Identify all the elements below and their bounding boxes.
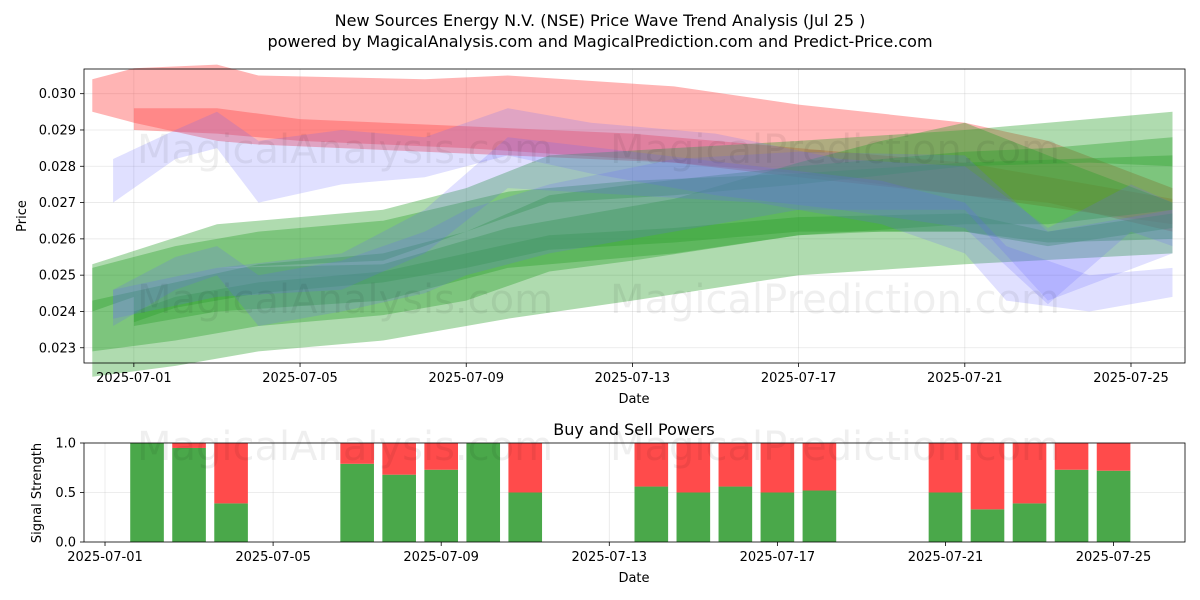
sell-bar-2025-07-22 — [970, 443, 1005, 510]
signal-x-tick-label-6: 2025-07-25 — [1076, 550, 1152, 565]
sell-bar-2025-07-08 — [382, 443, 416, 475]
signal-x-tick-label-1: 2025-07-05 — [235, 550, 311, 565]
price-y-label: Price — [15, 200, 30, 232]
signal-x-tick-label-2: 2025-07-09 — [403, 550, 479, 565]
buy-bar-2025-07-02 — [130, 443, 164, 542]
price-y-tick-label-1: 0.024 — [39, 305, 76, 320]
sell-bar-2025-07-11 — [508, 443, 543, 493]
chart-subtitle: powered by MagicalAnalysis.com and Magic… — [267, 32, 932, 51]
price-x-label: Date — [618, 392, 649, 407]
price-x-ticks: 2025-07-01 2025-07-05 2025-07-09 2025-07-13… — [96, 363, 1169, 386]
signal-title: Buy and Sell Powers — [553, 420, 715, 439]
sell-bar-2025-07-14 — [634, 443, 669, 487]
sell-bar-2025-07-18 — [802, 443, 837, 491]
signal-y-tick-label-0: 0.0 — [55, 536, 76, 551]
watermark-prediction-top: MagicalPrediction.com — [610, 127, 1060, 173]
price-y-ticks: 0.023 0.024 0.025 0.026 0.027 0.028 0.029 0.030 — [39, 87, 84, 356]
price-x-tick-label-0: 2025-07-01 — [96, 371, 172, 386]
price-bands — [92, 64, 1173, 377]
price-y-tick-label-3: 0.026 — [39, 232, 76, 247]
watermark-analysis-bottom: MagicalAnalysis.com — [137, 424, 553, 470]
signal-y-tick-label-1: 0.5 — [55, 486, 76, 501]
signal-x-tick-label-0: 2025-07-01 — [67, 550, 143, 565]
chart-title: New Sources Energy N.V. (NSE) Price Wave… — [335, 11, 866, 30]
price-band-blue-7 — [113, 108, 1173, 305]
sell-bar-2025-07-07 — [340, 443, 374, 464]
price-band-green-2 — [92, 137, 1173, 352]
price-grid — [84, 69, 1185, 363]
price-x-tick-label-5: 2025-07-21 — [927, 371, 1003, 386]
sell-bar-2025-07-24 — [1054, 443, 1089, 470]
buy-bar-2025-07-09 — [424, 469, 459, 542]
buy-bar-2025-07-18 — [802, 490, 837, 542]
price-y-tick-label-0: 0.023 — [39, 341, 76, 356]
price-band-blue-8 — [113, 151, 1173, 326]
sell-bar-2025-07-04 — [214, 443, 248, 504]
buy-bar-2025-07-25 — [1096, 470, 1131, 542]
signal-x-tick-label-3: 2025-07-13 — [572, 550, 648, 565]
buy-bar-2025-07-23 — [1012, 503, 1047, 542]
price-plot: MagicalAnalysis.com MagicalPrediction.co… — [15, 64, 1186, 407]
buy-bar-2025-07-24 — [1054, 469, 1089, 542]
price-band-green-5 — [133, 122, 1173, 326]
price-y-tick-label-7: 0.030 — [39, 87, 76, 102]
price-band-green-6 — [133, 213, 1173, 323]
price-band-red-0 — [92, 64, 1173, 232]
price-x-tick-label-6: 2025-07-25 — [1093, 371, 1169, 386]
price-x-tick-label-2: 2025-07-09 — [428, 371, 504, 386]
price-x-tick-label-4: 2025-07-17 — [761, 371, 837, 386]
sell-bar-2025-07-16 — [718, 443, 753, 487]
sell-bar-2025-07-15 — [676, 443, 711, 493]
signal-x-tick-label-4: 2025-07-17 — [740, 550, 816, 565]
price-plot-frame — [83, 68, 1186, 364]
buy-bar-2025-07-21 — [928, 492, 963, 542]
signal-x-ticks: 2025-07-01 2025-07-05 2025-07-09 2025-07-13… — [67, 542, 1151, 565]
buy-bar-2025-07-03 — [172, 447, 206, 542]
buy-bar-2025-07-14 — [634, 486, 669, 542]
signal-bars — [130, 443, 1131, 542]
price-x-tick-label-1: 2025-07-05 — [262, 371, 338, 386]
signal-y-ticks: 0.0 0.5 1.0 — [55, 437, 84, 551]
signal-x-tick-label-5: 2025-07-21 — [908, 550, 984, 565]
sell-bar-2025-07-03 — [172, 443, 206, 448]
buy-bar-2025-07-15 — [676, 492, 711, 542]
watermark-prediction-bottom: MagicalPrediction.com — [610, 424, 1060, 470]
price-band-blue-9 — [113, 137, 1173, 319]
buy-bar-2025-07-11 — [508, 492, 543, 542]
price-y-tick-label-2: 0.025 — [39, 269, 76, 284]
buy-bar-2025-07-07 — [340, 463, 374, 542]
price-x-tick-label-3: 2025-07-13 — [595, 371, 671, 386]
signal-y-tick-label-2: 1.0 — [55, 437, 76, 452]
sell-bar-2025-07-25 — [1096, 443, 1131, 471]
signal-plot: Buy and Sell Powers MagicalAnalysis.com … — [30, 420, 1186, 586]
sell-bar-2025-07-23 — [1012, 443, 1047, 504]
price-y-tick-label-4: 0.027 — [39, 196, 76, 211]
price-band-green-3 — [92, 111, 1173, 312]
signal-x-label: Date — [618, 571, 649, 586]
price-y-tick-label-6: 0.029 — [39, 123, 76, 138]
buy-bar-2025-07-22 — [970, 509, 1005, 542]
signal-y-label: Signal Strength — [30, 443, 45, 543]
buy-bar-2025-07-10 — [466, 443, 501, 542]
watermark-prediction-mid: MagicalPrediction.com — [610, 277, 1060, 323]
sell-bar-2025-07-09 — [424, 443, 459, 470]
price-band-green-4 — [92, 155, 1173, 377]
price-y-tick-label-5: 0.028 — [39, 160, 76, 175]
sell-bar-2025-07-17 — [760, 443, 795, 493]
buy-bar-2025-07-08 — [382, 474, 416, 542]
buy-bar-2025-07-17 — [760, 492, 795, 542]
price-band-red-1 — [133, 108, 1173, 225]
watermark-analysis-mid: MagicalAnalysis.com — [137, 277, 553, 323]
buy-bar-2025-07-04 — [214, 503, 248, 542]
sell-bar-2025-07-21 — [928, 443, 963, 493]
buy-bar-2025-07-16 — [718, 486, 753, 542]
watermark-analysis-top: MagicalAnalysis.com — [137, 127, 553, 173]
